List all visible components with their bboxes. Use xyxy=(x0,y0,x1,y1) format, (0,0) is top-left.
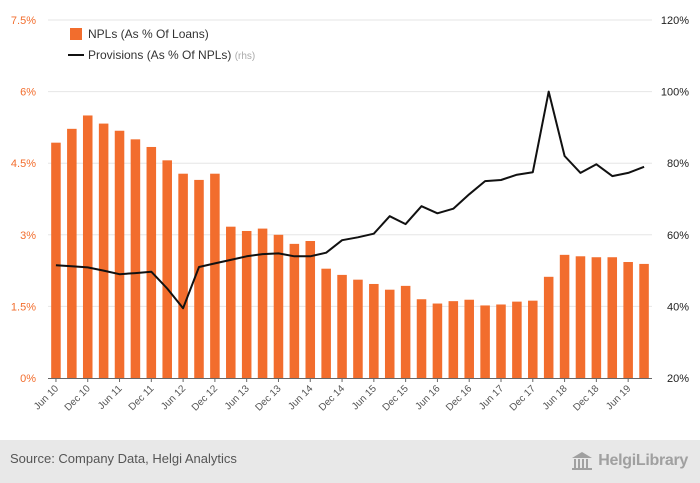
provisions-line xyxy=(55,90,645,310)
npl-bar xyxy=(321,268,331,378)
helgi-library-logo[interactable]: HelgiLibrary xyxy=(571,449,688,473)
npl-bar xyxy=(416,299,427,378)
logo-text: HelgiLibrary xyxy=(598,452,688,469)
y-left-tick-label: 6% xyxy=(20,87,36,99)
npl-bar xyxy=(512,301,522,378)
npl-bar xyxy=(130,139,141,378)
npl-bar xyxy=(496,304,506,378)
x-tick-label: Jun 14 xyxy=(286,383,315,412)
legend-label-npl: NPLs (As % Of Loans) xyxy=(88,27,209,41)
y-left-tick-label: 7.5% xyxy=(11,15,36,27)
npl-bar xyxy=(305,241,316,378)
x-tick-label: Dec 16 xyxy=(444,383,474,413)
npl-bar xyxy=(67,128,77,378)
x-tick-label: Dec 14 xyxy=(317,383,347,413)
y-left-tick-label: 4.5% xyxy=(11,158,36,170)
x-tick-label: Jun 13 xyxy=(223,383,252,412)
y-right-tick-label: 120% xyxy=(661,15,689,27)
x-tick-label: Dec 18 xyxy=(571,383,601,413)
x-tick-label: Dec 13 xyxy=(253,383,283,413)
npl-bar xyxy=(146,146,157,378)
x-tick-label: Dec 17 xyxy=(508,383,538,413)
x-tick-label: Jun 12 xyxy=(159,383,188,412)
x-tick-label: Jun 10 xyxy=(32,383,61,412)
npl-bar xyxy=(432,303,443,378)
npl-bar xyxy=(241,230,252,378)
y-right-tick-label: 80% xyxy=(667,158,689,170)
y-left-tick-label: 1.5% xyxy=(11,301,36,313)
npl-bar xyxy=(114,130,125,378)
y-left-tick-label: 3% xyxy=(20,230,36,242)
npl-bar xyxy=(273,234,284,378)
npl-bar xyxy=(337,274,347,378)
y-right-tick-label: 60% xyxy=(667,230,689,242)
npl-bar xyxy=(257,228,268,378)
npl-bar xyxy=(575,256,586,378)
npl-bar xyxy=(178,173,188,378)
x-tick-label: Jun 11 xyxy=(96,383,125,412)
npl-bar xyxy=(210,173,220,378)
npl-bar xyxy=(591,257,602,378)
y-right-tick-label: 100% xyxy=(661,87,689,99)
npl-bar xyxy=(369,283,379,378)
npl-bar xyxy=(51,142,61,378)
npl-bar xyxy=(82,115,93,378)
npl-bar xyxy=(464,299,474,378)
npl-bar xyxy=(607,257,618,378)
npl-bar xyxy=(623,262,633,378)
npl-bar xyxy=(384,289,395,378)
npl-bar xyxy=(480,305,490,378)
npl-bar xyxy=(194,179,204,378)
npl-bar xyxy=(448,301,459,378)
y-right-tick-label: 40% xyxy=(667,301,689,313)
legend-label-provisions: Provisions (As % Of NPLs) (rhs) xyxy=(88,48,255,62)
npl-bar xyxy=(543,276,554,378)
x-tick-label: Dec 15 xyxy=(381,383,411,413)
y-right-tick-label: 20% xyxy=(667,373,689,385)
x-tick-label: Jun 19 xyxy=(604,383,633,412)
x-tick-label: Jun 17 xyxy=(477,383,506,412)
x-tick-label: Dec 12 xyxy=(190,383,220,413)
legend-swatch-npl xyxy=(70,28,82,40)
x-tick-label: Dec 11 xyxy=(127,383,157,413)
x-tick-label: Jun 18 xyxy=(541,383,570,412)
npl-bar xyxy=(639,263,649,378)
npl-bar xyxy=(289,243,300,378)
chart-svg: 0% 20% 1.5% 40% 3% 60% 4.5% 80% 6% 100% 7.5% 120% Ju… xyxy=(11,15,689,414)
npl-bar xyxy=(559,254,570,378)
x-tick-label: Jun 16 xyxy=(414,383,443,412)
source-text: Source: Company Data, Helgi Analytics xyxy=(10,451,237,466)
npl-bar xyxy=(98,123,109,379)
npl-bar xyxy=(400,285,411,378)
x-tick-label: Dec 10 xyxy=(63,383,93,413)
chart: 0% 20% 1.5% 40% 3% 60% 4.5% 80% 6% 100% 7.5% 120% Ju… xyxy=(11,15,689,414)
npl-bar xyxy=(162,160,172,378)
npl-bar xyxy=(226,226,236,378)
npl-bar xyxy=(353,279,363,378)
footer: Source: Company Data, Helgi Analytics He… xyxy=(0,440,700,483)
building-icon xyxy=(572,452,593,470)
npl-bar xyxy=(528,300,538,378)
y-left-tick-label: 0% xyxy=(20,373,36,385)
x-tick-label: Jun 15 xyxy=(350,383,379,412)
